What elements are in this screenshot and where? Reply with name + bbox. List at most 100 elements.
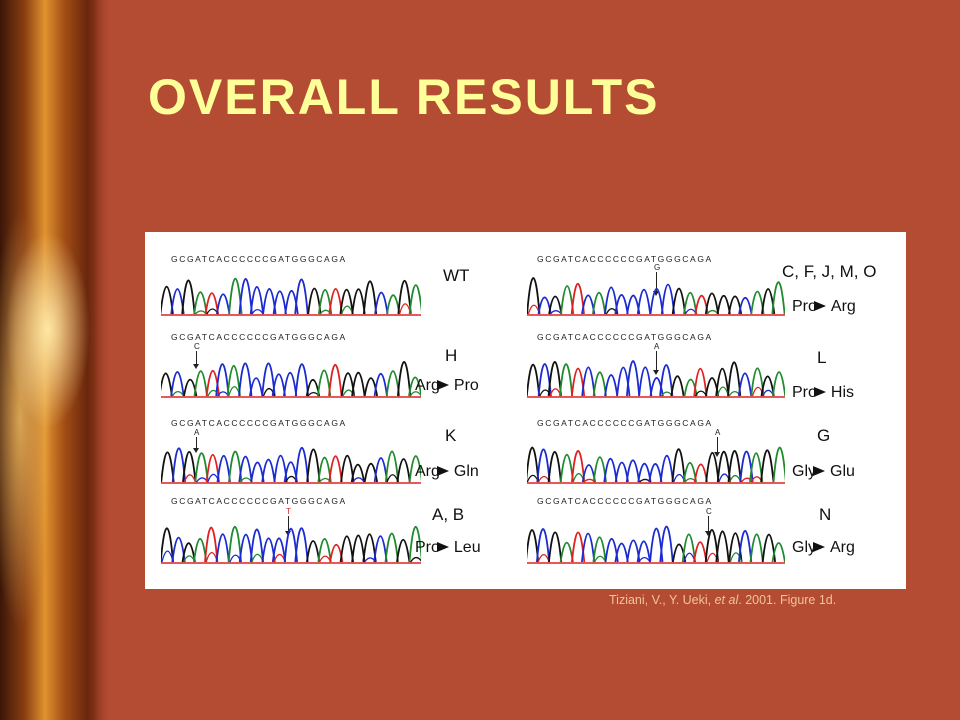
trace-minor-peak bbox=[171, 391, 185, 397]
trace-peak bbox=[559, 363, 574, 397]
trace-peak bbox=[771, 542, 785, 563]
trace-peak bbox=[638, 366, 653, 397]
mutation-from: Pro bbox=[415, 539, 440, 556]
trace-minor-peak bbox=[251, 553, 264, 563]
sequence-text: GCGATCACCCCCCGATGGGCAGA bbox=[171, 254, 347, 264]
trace-peak bbox=[738, 529, 753, 563]
trace-minor-peak bbox=[410, 556, 421, 563]
chromatogram-trace bbox=[161, 446, 421, 484]
trace-peak bbox=[215, 533, 230, 563]
trace-peak bbox=[161, 372, 173, 397]
mutation-label: Pro Arg bbox=[792, 298, 856, 316]
chromatogram-trace bbox=[527, 277, 785, 316]
trace-peak bbox=[772, 446, 785, 483]
trace-peak bbox=[581, 366, 596, 397]
trace-peak bbox=[340, 455, 355, 483]
decorative-test-tube-strip bbox=[0, 0, 112, 720]
panel-g: GCGATCACCCCCCGATGGGCAGA A G Gly Glu bbox=[525, 408, 906, 498]
trace-peak bbox=[261, 458, 276, 483]
trace-peak bbox=[226, 364, 241, 397]
trace-minor-peak bbox=[319, 555, 332, 563]
trace-minor-peak bbox=[386, 474, 399, 483]
trace-peak bbox=[193, 291, 208, 315]
trace-peak bbox=[306, 540, 321, 563]
trace-peak bbox=[193, 370, 208, 397]
trace-peak bbox=[283, 372, 298, 397]
arrow-icon bbox=[436, 466, 449, 477]
trace-peak bbox=[238, 278, 253, 315]
trace-peak bbox=[683, 291, 698, 315]
sample-label: K bbox=[445, 426, 457, 445]
trace-peak bbox=[592, 536, 607, 563]
trace-peak bbox=[716, 294, 731, 315]
trace-peak bbox=[261, 362, 276, 397]
chromatogram-trace bbox=[161, 277, 421, 316]
trace-peak bbox=[592, 291, 607, 315]
trace-peak bbox=[671, 448, 686, 483]
trace-peak bbox=[571, 450, 586, 483]
trace-peak bbox=[397, 360, 412, 397]
trace-peak bbox=[670, 375, 685, 397]
trace-minor-peak bbox=[638, 557, 651, 563]
trace-peak bbox=[170, 371, 185, 397]
trace-minor-peak bbox=[729, 552, 743, 563]
trace-peak bbox=[660, 283, 676, 315]
mutation-label: Pro Leu bbox=[415, 539, 481, 557]
trace-peak bbox=[227, 525, 242, 563]
slide-title: OVERALL RESULTS bbox=[148, 69, 660, 125]
trace-peak bbox=[328, 363, 343, 397]
trace-peak bbox=[351, 534, 366, 563]
trace-peak bbox=[559, 454, 574, 483]
trace-peak bbox=[592, 371, 607, 397]
trace-peak bbox=[636, 540, 651, 563]
trace-peak bbox=[408, 525, 421, 563]
trace-peak bbox=[626, 360, 641, 397]
citation-et-al: et al bbox=[714, 593, 739, 607]
trace-peak bbox=[373, 373, 388, 397]
sequence-text: GCGATCACCCCCCGATGGGCAGA bbox=[537, 418, 713, 428]
mutation-arrow bbox=[705, 516, 711, 536]
trace-minor-peak bbox=[605, 308, 618, 315]
trace-peak bbox=[681, 533, 696, 563]
trace-minor-peak bbox=[729, 474, 742, 483]
trace-peak bbox=[350, 463, 365, 483]
trace-peak bbox=[306, 448, 321, 483]
trace-minor-peak bbox=[342, 389, 355, 397]
mutation-from: Gly bbox=[792, 539, 816, 556]
trace-peak bbox=[527, 277, 541, 315]
mutation-base: G bbox=[654, 263, 661, 272]
trace-peak bbox=[205, 370, 220, 397]
mutation-to: Gln bbox=[453, 463, 479, 480]
trace-peak bbox=[249, 286, 264, 315]
trace-peak bbox=[161, 451, 175, 483]
trace-peak bbox=[704, 292, 719, 315]
mutation-arrow bbox=[653, 351, 659, 375]
mutation-base: A bbox=[715, 428, 721, 437]
trace-peak bbox=[397, 279, 412, 315]
trace-peak bbox=[386, 294, 401, 315]
mutation-to: Pro bbox=[453, 377, 479, 394]
trace-peak bbox=[614, 461, 629, 483]
trace-peak bbox=[772, 371, 785, 397]
trace-peak bbox=[249, 528, 264, 563]
trace-peak bbox=[547, 360, 562, 397]
trace-peak bbox=[216, 455, 231, 483]
trace-peak bbox=[603, 458, 618, 483]
trace-minor-peak bbox=[352, 477, 365, 483]
trace-peak bbox=[672, 543, 687, 563]
trace-peak bbox=[570, 282, 585, 315]
mutation-arrow bbox=[193, 437, 199, 453]
trace-peak bbox=[693, 541, 708, 563]
chromatogram-trace bbox=[527, 525, 785, 564]
mutation-arrow bbox=[653, 272, 659, 296]
trace-peak bbox=[238, 362, 253, 397]
trace-peak bbox=[649, 288, 664, 315]
trace-peak bbox=[749, 452, 764, 483]
trace-peak bbox=[204, 526, 219, 563]
trace-peak bbox=[649, 377, 664, 397]
trace-peak bbox=[749, 533, 764, 563]
trace-peak bbox=[659, 525, 674, 563]
arrow-icon bbox=[436, 380, 449, 391]
trace-peak bbox=[396, 458, 411, 483]
mutation-to: Arg bbox=[830, 298, 856, 315]
